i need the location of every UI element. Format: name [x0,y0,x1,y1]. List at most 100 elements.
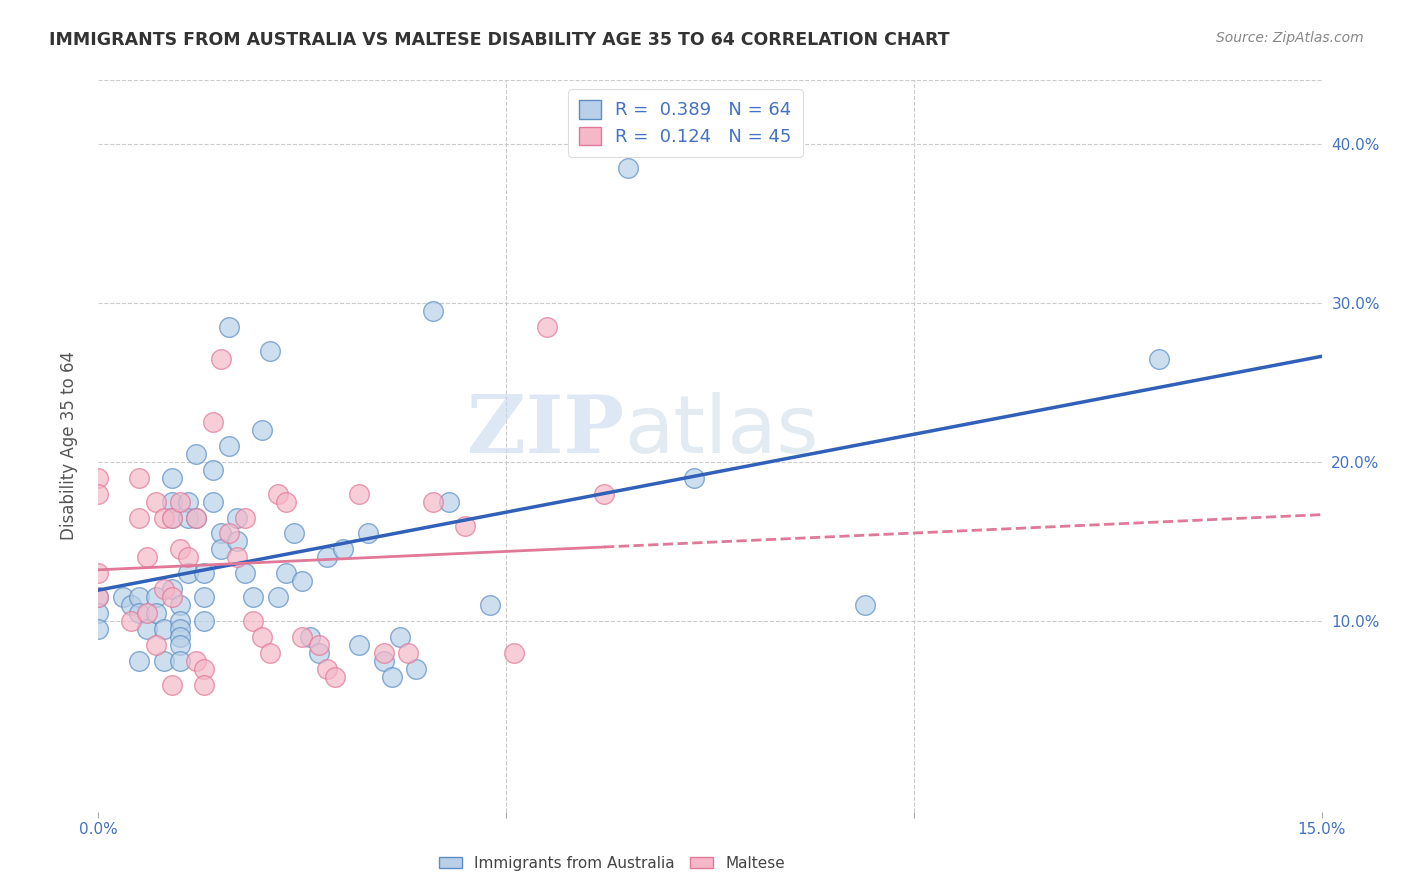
Point [226,550,249,565]
Point [136,550,159,565]
Point [349,638,371,652]
Point [617,161,640,175]
Point [226,510,249,524]
Point [267,486,290,500]
Point [169,598,191,612]
Point [145,638,167,652]
Point [169,614,191,628]
Point [169,638,191,652]
Point [177,550,200,565]
Point [315,662,337,676]
Point [209,542,232,557]
Point [422,494,444,508]
Point [169,654,191,668]
Point [160,510,183,524]
Point [87,622,110,636]
Point [193,566,215,581]
Point [193,614,215,628]
Point [87,566,110,581]
Point [242,590,264,604]
Point [209,526,232,541]
Point [291,630,314,644]
Point [323,669,346,683]
Point [128,471,150,485]
Point [87,590,110,604]
Point [396,646,419,660]
Point [373,646,395,660]
Point [160,494,183,508]
Point [169,630,191,644]
Point [145,606,167,620]
Legend: Immigrants from Australia, Maltese: Immigrants from Australia, Maltese [433,850,792,877]
Point [169,494,191,508]
Point [250,423,273,437]
Point [152,582,174,596]
Point [169,542,191,557]
Point [422,303,444,318]
Point [218,319,240,334]
Point [145,590,167,604]
Point [177,566,200,581]
Point [315,550,337,565]
Point [160,510,183,524]
Point [250,630,273,644]
Point [128,590,150,604]
Point [136,606,159,620]
Point [87,606,110,620]
Point [128,654,150,668]
Point [242,614,264,628]
Point [274,494,297,508]
Point [682,471,704,485]
Point [405,662,427,676]
Point [186,654,208,668]
Point [218,439,240,453]
Point [299,630,322,644]
Point [120,598,142,612]
Point [186,510,208,524]
Point [87,486,110,500]
Point [193,677,215,691]
Point [209,351,232,366]
Point [267,590,290,604]
Point [193,590,215,604]
Text: IMMIGRANTS FROM AUSTRALIA VS MALTESE DISABILITY AGE 35 TO 64 CORRELATION CHART: IMMIGRANTS FROM AUSTRALIA VS MALTESE DIS… [49,31,950,49]
Point [201,415,224,429]
Point [259,646,281,660]
Point [128,606,150,620]
Y-axis label: Disability Age 35 to 64: Disability Age 35 to 64 [59,351,77,541]
Point [218,526,240,541]
Point [593,486,616,500]
Point [152,654,174,668]
Point [177,494,200,508]
Text: atlas: atlas [624,392,818,470]
Point [478,598,501,612]
Point [169,622,191,636]
Point [373,654,395,668]
Point [308,638,330,652]
Point [152,510,174,524]
Point [349,486,371,500]
Point [120,614,142,628]
Point [186,447,208,461]
Point [177,510,200,524]
Point [111,590,134,604]
Point [356,526,378,541]
Point [283,526,305,541]
Point [226,534,249,549]
Point [274,566,297,581]
Point [160,590,183,604]
Point [201,494,224,508]
Point [332,542,354,557]
Text: ZIP: ZIP [467,392,624,470]
Point [259,343,281,358]
Point [853,598,876,612]
Point [193,662,215,676]
Point [136,622,159,636]
Point [437,494,460,508]
Point [1147,351,1170,366]
Point [454,518,477,533]
Point [389,630,412,644]
Point [233,566,256,581]
Point [291,574,314,589]
Point [536,319,558,334]
